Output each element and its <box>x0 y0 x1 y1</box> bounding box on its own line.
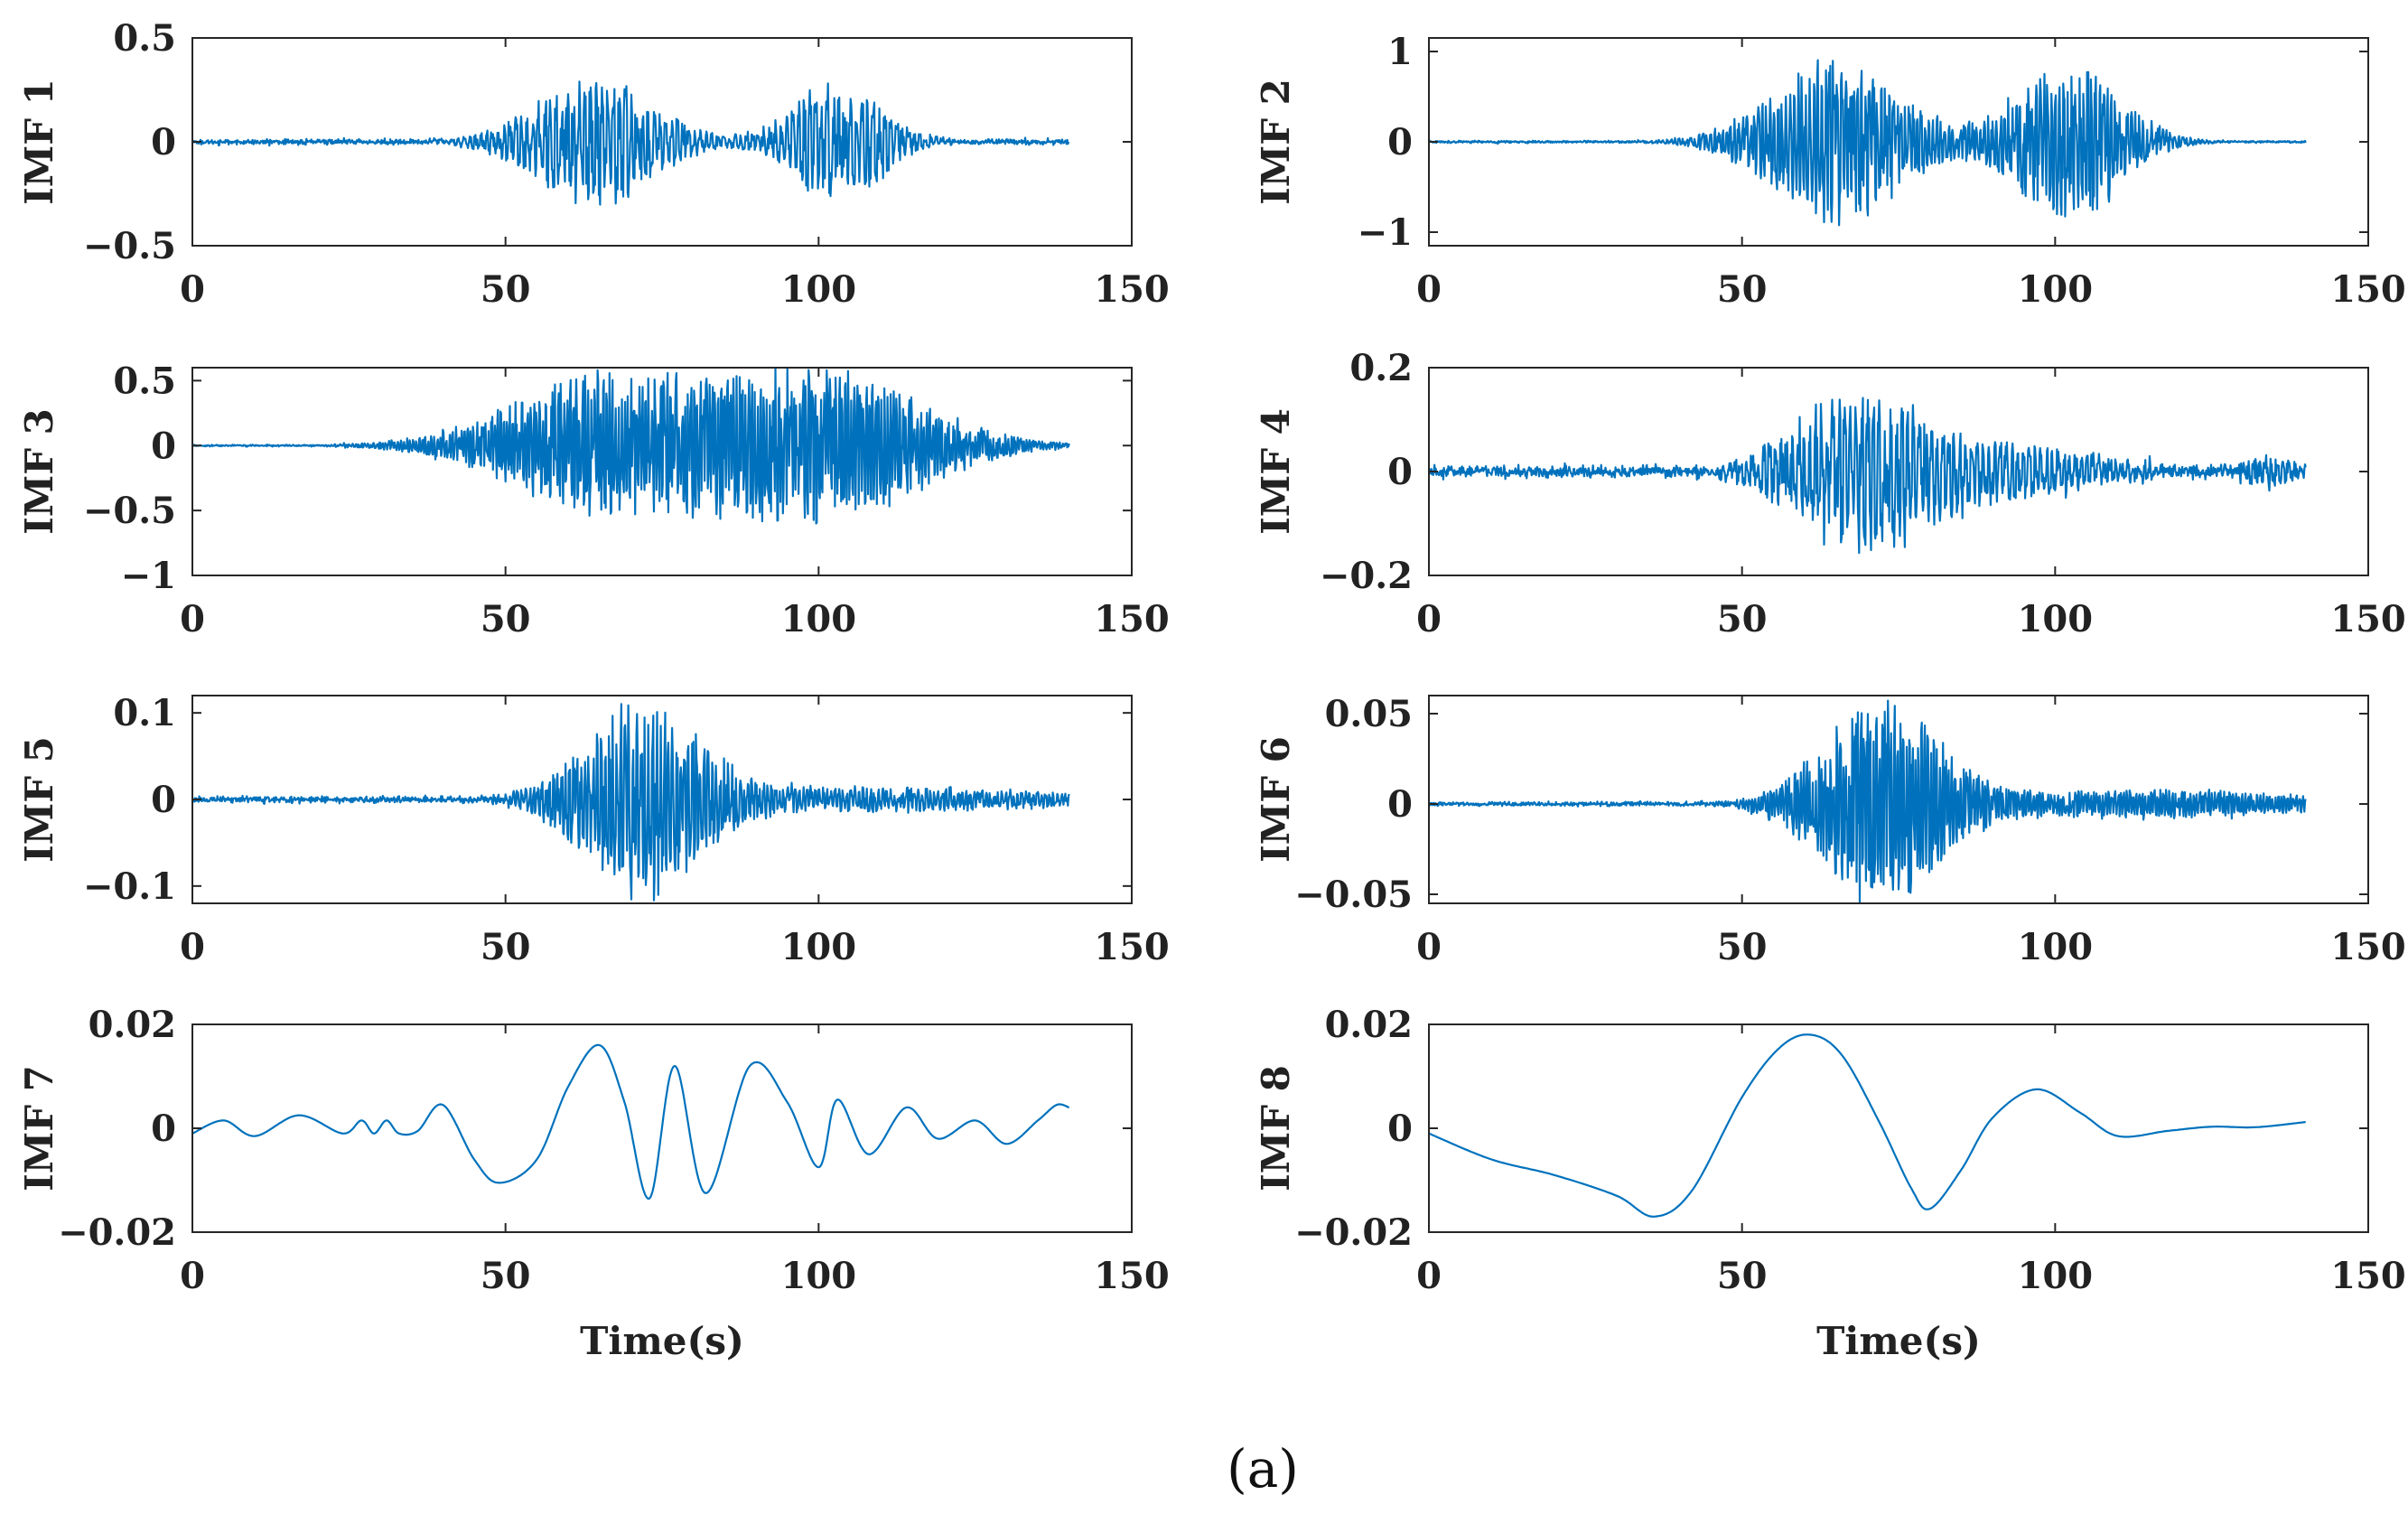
y-tick-label: −0.02 <box>58 1211 176 1254</box>
y-axis-label: IMF 2 <box>1254 79 1298 205</box>
signal-trace <box>192 368 1070 525</box>
x-tick-label: 50 <box>1717 598 1768 640</box>
y-tick-label: 0.02 <box>1325 1004 1413 1046</box>
x-tick-label: 0 <box>1416 926 1442 968</box>
x-tick-label: 0 <box>180 598 205 640</box>
x-tick-label: 0 <box>1416 598 1442 640</box>
x-tick-label: 150 <box>2330 268 2406 311</box>
x-tick-label: 100 <box>2018 1255 2094 1297</box>
y-tick-label: −0.2 <box>1320 555 1413 597</box>
axes-frame <box>191 367 1133 576</box>
x-axis-label: Time(s) <box>580 1319 744 1363</box>
y-tick-label: 0 <box>1387 783 1413 826</box>
y-tick-label: 1 <box>1387 31 1413 73</box>
axes-frame <box>1428 695 2369 904</box>
x-tick-label: 150 <box>2330 926 2406 968</box>
y-axis-label: IMF 4 <box>1254 408 1298 535</box>
y-axis-label: IMF 7 <box>17 1065 61 1192</box>
x-tick-label: 100 <box>2018 268 2094 311</box>
y-tick-label: −0.02 <box>1294 1211 1413 1254</box>
y-tick-label: 0.05 <box>1325 693 1413 735</box>
y-tick-label: −1 <box>121 555 176 597</box>
y-tick-label: 0 <box>1387 451 1413 493</box>
x-axis-label: Time(s) <box>1816 1319 1981 1363</box>
x-tick-label: 150 <box>1094 1255 1170 1297</box>
x-tick-label: 100 <box>2018 598 2094 640</box>
x-tick-label: 150 <box>2330 1255 2406 1297</box>
x-tick-label: 50 <box>481 926 531 968</box>
x-tick-label: 0 <box>1416 1255 1442 1297</box>
x-tick-label: 100 <box>2018 926 2094 968</box>
x-tick-label: 50 <box>1717 926 1768 968</box>
y-tick-label: 0.5 <box>113 17 176 60</box>
y-tick-label: −1 <box>1358 211 1413 254</box>
x-tick-label: 150 <box>1094 598 1170 640</box>
y-tick-label: 0 <box>151 779 176 821</box>
x-tick-label: 0 <box>180 268 205 311</box>
x-tick-label: 50 <box>1717 268 1768 311</box>
x-tick-label: 100 <box>781 926 857 968</box>
signal-trace <box>192 1043 1070 1201</box>
signal-trace <box>192 80 1070 206</box>
y-axis-label: IMF 1 <box>17 79 61 205</box>
y-axis-label: IMF 8 <box>1254 1065 1298 1192</box>
y-axis-label: IMF 5 <box>17 736 61 863</box>
signal-trace <box>192 703 1070 902</box>
y-tick-label: 0 <box>1387 121 1413 164</box>
x-tick-label: 0 <box>1416 268 1442 311</box>
y-axis-label: IMF 6 <box>1254 736 1298 863</box>
signal-trace <box>1429 699 2307 903</box>
figure-caption: (a) <box>1227 1438 1299 1500</box>
y-tick-label: 0 <box>1387 1107 1413 1150</box>
x-tick-label: 50 <box>481 1255 531 1297</box>
y-tick-label: 0.5 <box>113 360 176 402</box>
y-tick-label: −0.5 <box>83 225 176 267</box>
axes-frame <box>1428 1023 2369 1233</box>
x-tick-label: 0 <box>180 1255 205 1297</box>
x-tick-label: 50 <box>481 268 531 311</box>
y-tick-label: 0 <box>151 121 176 164</box>
y-tick-label: 0.1 <box>113 692 176 734</box>
y-tick-label: −0.1 <box>83 865 176 908</box>
x-tick-label: 150 <box>2330 598 2406 640</box>
signal-trace <box>1429 59 2307 227</box>
signal-trace <box>1429 397 2307 555</box>
x-tick-label: 150 <box>1094 926 1170 968</box>
x-tick-label: 100 <box>781 268 857 311</box>
y-tick-label: 0.2 <box>1349 347 1413 389</box>
x-tick-label: 100 <box>781 598 857 640</box>
y-tick-label: −0.5 <box>83 490 176 532</box>
x-tick-label: 150 <box>1094 268 1170 311</box>
y-tick-label: 0 <box>151 425 176 467</box>
x-tick-label: 50 <box>481 598 531 640</box>
x-tick-label: 100 <box>781 1255 857 1297</box>
y-tick-label: −0.05 <box>1294 874 1413 916</box>
y-axis-label: IMF 3 <box>17 408 61 535</box>
x-tick-label: 50 <box>1717 1255 1768 1297</box>
y-tick-label: 0 <box>151 1107 176 1150</box>
y-tick-label: 0.02 <box>89 1004 176 1046</box>
x-tick-label: 0 <box>180 926 205 968</box>
subplot-imf-3: 0 50 100 150 0.5 0 −0.5 −1 IMF 3 <box>17 360 1170 640</box>
signal-trace <box>1429 1033 2306 1218</box>
